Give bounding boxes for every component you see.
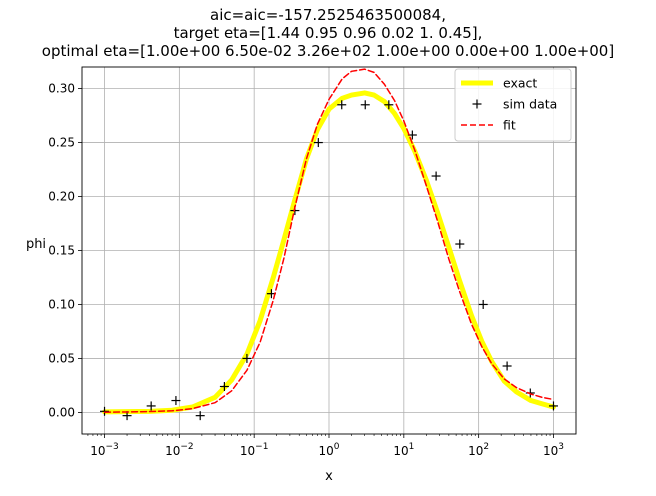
legend: exact sim data fit <box>454 68 572 142</box>
legend-swatch-sim-data <box>472 99 482 109</box>
legend-box <box>454 68 572 142</box>
x-tick-label: 10−2 <box>165 442 194 458</box>
y-tick-label: 0.15 <box>48 244 75 258</box>
series-sim-data-marker <box>502 361 512 371</box>
x-tick-label: 102 <box>468 442 489 458</box>
x-axis-label: x <box>325 469 333 484</box>
x-tick-label: 10−3 <box>90 442 119 458</box>
chart-title-line-3: optimal eta=[1.00e+00 6.50e-02 3.26e+02 … <box>42 42 614 60</box>
chart-title-line-1: aic=aic=-157.2525463500084, <box>210 6 446 24</box>
series-sim-data-marker <box>478 299 488 309</box>
series-sim-data-marker <box>195 411 205 421</box>
tick-layer: 10−3 10−2 10−1 100 101 102 103 0.00 0.05 0.10 0.15… <box>48 82 564 458</box>
series-sim-data-marker <box>384 100 394 110</box>
legend-label-sim-data: sim data <box>503 97 557 112</box>
series-sim-data-marker <box>313 138 323 148</box>
y-tick-label: 0.00 <box>48 405 75 419</box>
x-tick-label: 103 <box>543 442 564 458</box>
plot-layer <box>100 68 558 421</box>
series-sim-data-marker <box>431 171 441 181</box>
y-tick-label: 0.10 <box>48 297 75 311</box>
legend-label-fit: fit <box>503 118 516 133</box>
series-sim-data-marker <box>337 100 347 110</box>
y-tick-label: 0.20 <box>48 190 75 204</box>
series-exact-line <box>102 90 556 415</box>
series-fit-line <box>103 68 555 413</box>
series-sim-data-marker <box>242 353 252 363</box>
legend-label-exact: exact <box>503 76 537 91</box>
series-sim-data-marker <box>219 382 229 392</box>
series-sim-data-marker <box>455 239 465 249</box>
series-sim-data-marker <box>146 401 156 411</box>
x-tick-label: 10−1 <box>240 442 269 458</box>
x-tick-label: 101 <box>393 442 414 458</box>
series-sim-data-marker <box>100 406 110 416</box>
series-sim-data-marker <box>360 100 370 110</box>
series-sim-data-marker <box>548 401 558 411</box>
y-tick-label: 0.25 <box>48 136 75 150</box>
series-sim-data-marker <box>171 396 181 406</box>
chart-title-line-2: target eta=[1.44 0.95 0.96 0.02 1. 0.45]… <box>174 24 483 42</box>
y-tick-label: 0.05 <box>48 351 75 365</box>
y-axis-label: phi <box>26 237 46 252</box>
y-tick-label: 0.30 <box>48 82 75 96</box>
x-tick-label: 100 <box>318 442 339 458</box>
